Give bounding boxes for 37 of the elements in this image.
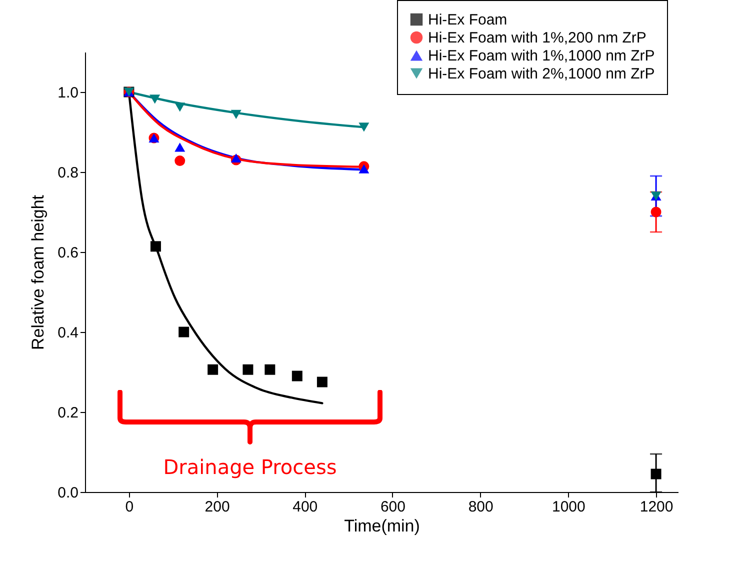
point [264, 364, 276, 375]
x-tick-label: 1200 [640, 498, 674, 516]
y-tick-label: 0.6 [58, 244, 78, 262]
point [150, 94, 160, 104]
y-axis-title: Relative foam height [28, 194, 48, 350]
y-tick-label: 0.8 [58, 164, 78, 182]
point [178, 326, 190, 338]
point [174, 102, 186, 112]
point [316, 376, 328, 388]
y-tick-label: 0.2 [58, 404, 78, 422]
point [208, 364, 218, 375]
point [230, 110, 242, 119]
y-tick-label: 0.4 [58, 324, 78, 342]
y-tick-label: 0.0 [58, 484, 78, 502]
point [292, 370, 302, 382]
point [242, 364, 254, 375]
point [358, 164, 370, 174]
x-tick-label: 200 [204, 498, 230, 516]
point [358, 122, 370, 132]
legend-label: Hi-Ex Foam [428, 12, 508, 28]
annotation: Drainage Process [163, 455, 337, 479]
point [150, 241, 161, 252]
x-tick-label: 800 [468, 498, 494, 516]
point [174, 156, 186, 166]
point [650, 468, 662, 480]
legend-label: Hi-Ex Foam with 2%,1000 nm ZrP [428, 66, 655, 82]
point [174, 142, 186, 152]
x-tick-label: 1000 [552, 498, 586, 516]
x-tick-label: 0 [125, 498, 134, 516]
y-tick-label: 1.0 [58, 84, 78, 102]
point [650, 206, 662, 218]
x-tick-label: 600 [380, 498, 406, 516]
x-tick-label: 400 [292, 498, 318, 516]
x-axis-title: Time(min) [344, 516, 420, 536]
legend-label: Hi-Ex Foam with 1%,200 nm ZrP [428, 30, 646, 46]
point [230, 153, 242, 163]
legend-label: Hi-Ex Foam with 1%,1000 nm ZrP [428, 48, 655, 64]
